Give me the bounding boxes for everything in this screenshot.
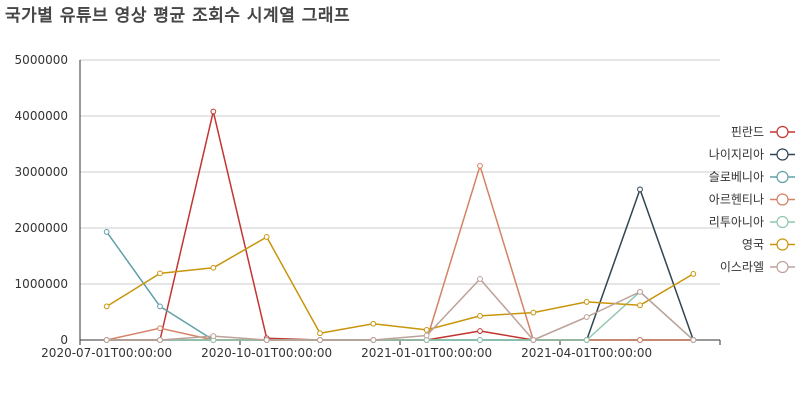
series-line bbox=[106, 278, 694, 341]
data-point[interactable] bbox=[583, 314, 590, 320]
series-4 bbox=[103, 288, 697, 343]
data-point[interactable] bbox=[210, 264, 217, 271]
data-point[interactable] bbox=[103, 303, 110, 310]
legend-item[interactable]: 나이지리아 bbox=[709, 148, 795, 162]
data-point[interactable] bbox=[477, 162, 483, 169]
grid-layer bbox=[80, 59, 720, 285]
legend-item[interactable]: 영국 bbox=[742, 238, 795, 252]
series-1 bbox=[103, 186, 697, 343]
y-tick-label: 1000000 bbox=[15, 277, 68, 291]
data-point[interactable] bbox=[370, 337, 377, 343]
data-point[interactable] bbox=[690, 337, 697, 343]
data-point[interactable] bbox=[317, 330, 323, 337]
data-point[interactable] bbox=[157, 325, 163, 332]
data-point[interactable] bbox=[157, 337, 163, 343]
series-layer bbox=[103, 108, 697, 343]
data-point[interactable] bbox=[477, 276, 483, 282]
legend-item[interactable]: 슬로베니아 bbox=[709, 170, 795, 184]
legend-marker-icon bbox=[776, 148, 789, 161]
series-3 bbox=[103, 162, 697, 343]
legend-item[interactable]: 핀란드 bbox=[731, 125, 795, 139]
data-point[interactable] bbox=[637, 186, 643, 193]
data-point[interactable] bbox=[370, 320, 377, 327]
y-tick-label: 2000000 bbox=[15, 221, 68, 235]
x-tick-label: 2020-10-01T00:00:00 bbox=[201, 346, 332, 360]
data-point[interactable] bbox=[637, 337, 643, 343]
legend-item[interactable]: 아르헨티나 bbox=[709, 193, 795, 207]
data-point[interactable] bbox=[210, 108, 217, 115]
x-tick-label: 2020-07-01T00:00:00 bbox=[41, 346, 172, 360]
data-point[interactable] bbox=[477, 313, 483, 319]
data-point[interactable] bbox=[477, 337, 483, 343]
legend-marker-icon bbox=[776, 193, 789, 206]
legend-marker-icon bbox=[776, 238, 789, 251]
data-point[interactable] bbox=[263, 234, 270, 240]
data-point[interactable] bbox=[530, 337, 537, 343]
data-point[interactable] bbox=[583, 299, 590, 305]
legend-label: 리투아니아 bbox=[709, 215, 764, 229]
chart-title: 국가별 유튜브 영상 평균 조회수 시계열 그래프 bbox=[5, 6, 351, 26]
series-5 bbox=[103, 234, 697, 337]
y-tick-label: 3000000 bbox=[15, 165, 68, 179]
legend-label: 이스라엘 bbox=[720, 260, 764, 274]
series-line bbox=[106, 110, 694, 341]
data-point[interactable] bbox=[637, 302, 643, 309]
data-point[interactable] bbox=[530, 309, 537, 316]
data-point[interactable] bbox=[103, 229, 110, 235]
legend-label: 핀란드 bbox=[731, 125, 764, 139]
y-tick-label: 0 bbox=[60, 333, 68, 347]
data-point[interactable] bbox=[583, 337, 590, 343]
data-point[interactable] bbox=[263, 337, 270, 343]
series-2 bbox=[103, 229, 697, 343]
axis-layer: 0 1000000 2000000 3000000 4000000 5000000 2020… bbox=[15, 53, 721, 360]
legend-marker-icon bbox=[776, 170, 789, 184]
data-point[interactable] bbox=[157, 303, 163, 310]
data-point[interactable] bbox=[317, 337, 323, 343]
series-6 bbox=[103, 276, 697, 343]
data-point[interactable] bbox=[477, 328, 483, 334]
data-point[interactable] bbox=[690, 271, 697, 277]
legend-label: 아르헨티나 bbox=[709, 193, 764, 207]
data-point[interactable] bbox=[423, 327, 430, 333]
legend-marker-icon bbox=[776, 215, 789, 229]
series-line bbox=[106, 236, 694, 335]
legend-marker-icon bbox=[776, 260, 789, 274]
data-point[interactable] bbox=[637, 288, 643, 295]
data-point[interactable] bbox=[103, 337, 110, 343]
data-point[interactable] bbox=[423, 332, 430, 339]
y-tick-label: 4000000 bbox=[15, 109, 68, 123]
data-point[interactable] bbox=[157, 270, 163, 277]
legend-item[interactable]: 리투아니아 bbox=[709, 215, 795, 229]
legend-marker-icon bbox=[776, 125, 789, 139]
y-tick-label: 5000000 bbox=[15, 53, 68, 67]
x-tick-label: 2021-04-01T00:00:00 bbox=[521, 346, 652, 360]
data-point[interactable] bbox=[210, 333, 217, 339]
x-tick-label: 2021-01-01T00:00:00 bbox=[361, 346, 492, 360]
legend-label: 영국 bbox=[742, 238, 764, 252]
legend-label: 나이지리아 bbox=[709, 148, 764, 162]
series-line bbox=[106, 291, 694, 341]
legend-item[interactable]: 이스라엘 bbox=[720, 260, 795, 274]
series-line bbox=[106, 188, 695, 341]
legend-label: 슬로베니아 bbox=[709, 170, 764, 184]
